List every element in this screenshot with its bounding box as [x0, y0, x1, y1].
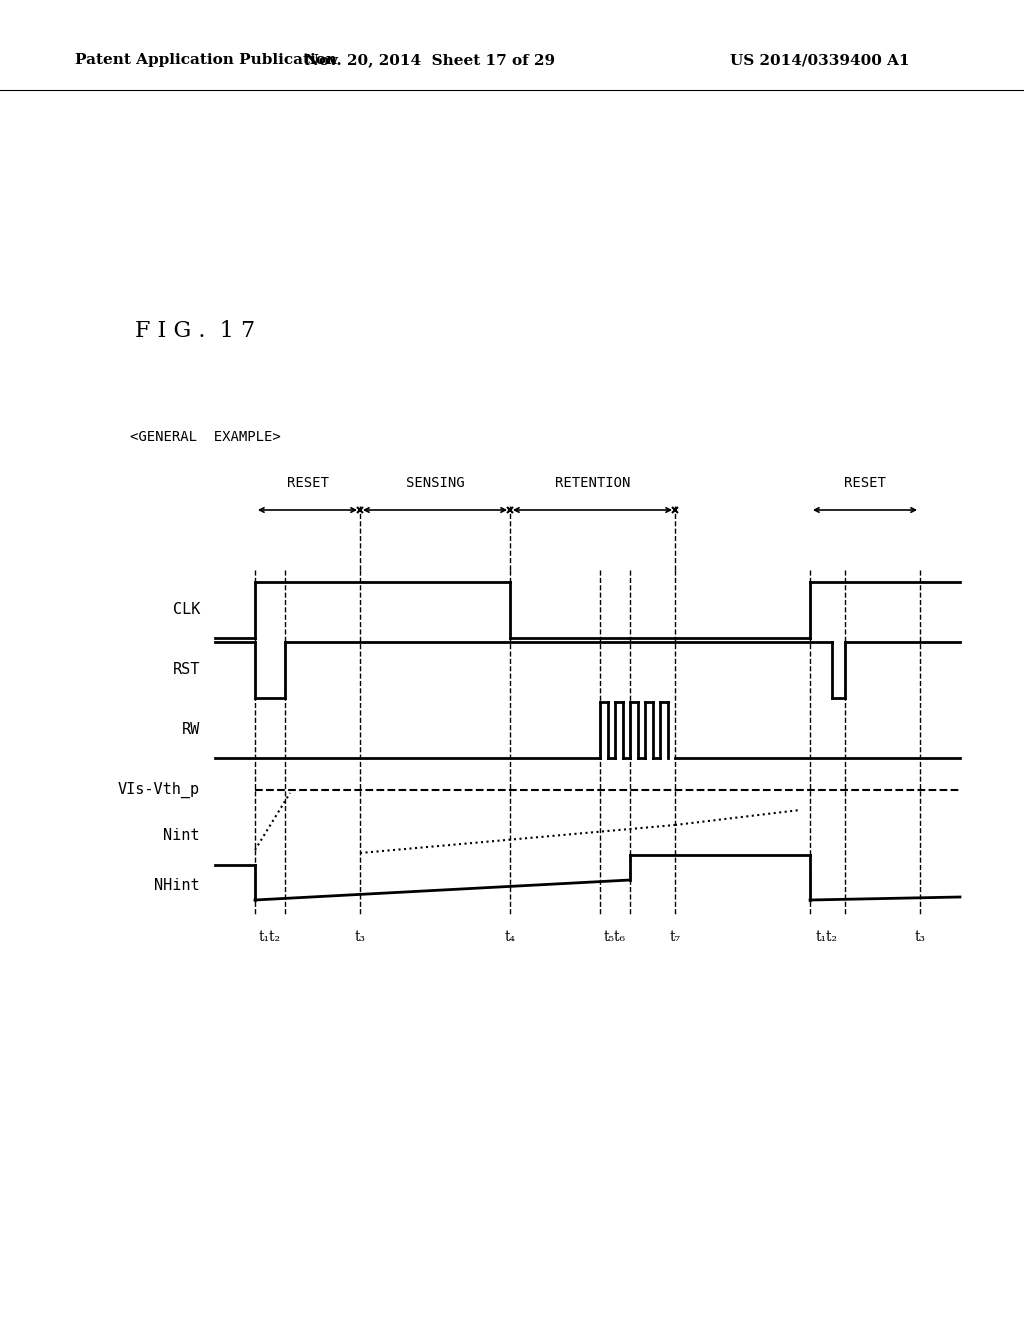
Text: NHint: NHint	[155, 878, 200, 892]
Text: t₁t₂: t₁t₂	[259, 931, 281, 944]
Text: RETENTION: RETENTION	[555, 477, 630, 490]
Text: F I G .  1 7: F I G . 1 7	[135, 319, 255, 342]
Text: SENSING: SENSING	[406, 477, 464, 490]
Text: t₅t₆: t₅t₆	[604, 931, 626, 944]
Text: RESET: RESET	[287, 477, 329, 490]
Text: US 2014/0339400 A1: US 2014/0339400 A1	[730, 53, 909, 67]
Text: RW: RW	[181, 722, 200, 738]
Text: <GENERAL  EXAMPLE>: <GENERAL EXAMPLE>	[130, 430, 281, 444]
Text: t₃: t₃	[914, 931, 926, 944]
Text: RST: RST	[173, 663, 200, 677]
Text: t₃: t₃	[354, 931, 366, 944]
Text: Nov. 20, 2014  Sheet 17 of 29: Nov. 20, 2014 Sheet 17 of 29	[305, 53, 555, 67]
Text: RESET: RESET	[844, 477, 886, 490]
Text: Nint: Nint	[164, 828, 200, 842]
Text: VIs-Vth_p: VIs-Vth_p	[118, 781, 200, 799]
Text: t₁t₂: t₁t₂	[816, 931, 838, 944]
Text: t₇: t₇	[670, 931, 681, 944]
Text: t₄: t₄	[505, 931, 515, 944]
Text: CLK: CLK	[173, 602, 200, 618]
Text: Patent Application Publication: Patent Application Publication	[75, 53, 337, 67]
